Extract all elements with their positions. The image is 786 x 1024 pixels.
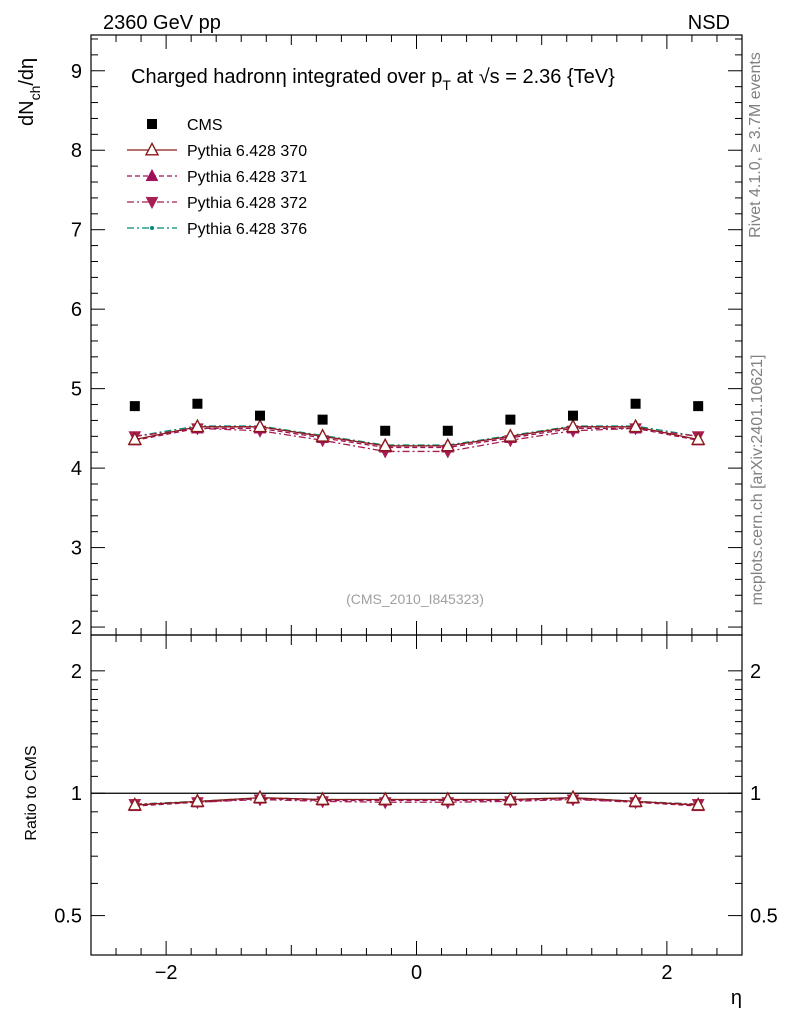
ratio-y-axis-label: Ratio to CMS: [23, 745, 40, 840]
ylabel-part-sub: ch: [27, 86, 43, 101]
ratio-y-tick-label: 1: [71, 783, 82, 805]
x-tick-label: −2: [155, 962, 178, 984]
ratio-y-tick-label: 0.5: [54, 906, 82, 928]
title-part-sqrt: √s: [479, 66, 500, 88]
ratio-data-point: [691, 796, 706, 811]
ratio-y-tick-label-right: 1: [750, 783, 761, 805]
main-data-point: [127, 431, 142, 446]
legend-marker: [147, 119, 157, 129]
ratio-data-point: [252, 789, 268, 804]
legend-entry: Pythia 6.428 376: [127, 221, 307, 238]
legend-marker: [145, 168, 159, 182]
title-part-post: = 2.36 {TeV}: [500, 66, 615, 88]
ratio-y-tick-label-right: 0.5: [750, 906, 778, 928]
main-series-line: [134, 427, 699, 453]
main-data-point: [190, 418, 205, 433]
ratio-y-axis: 0.5 0.5 1 1 2 2: [54, 661, 778, 956]
main-data-point: [628, 418, 643, 433]
cms-data-point: [129, 401, 140, 412]
main-series-line: [134, 427, 699, 449]
ratio-series-group: [91, 789, 742, 812]
header-right-label: NSD: [688, 12, 730, 34]
ratio-y-tick-label: 2: [71, 661, 82, 683]
main-x-axis: [115, 35, 718, 635]
ratio-panel: 0.5 0.5 1 1 2 2 −2 0 2 Ratio to CMS η: [23, 634, 778, 1009]
main-series-group: [127, 398, 706, 459]
ratio-data-point: [440, 791, 455, 806]
analysis-watermark: (CMS_2010_I845323): [346, 591, 484, 607]
main-y-tick-label: 8: [71, 140, 82, 162]
legend-label: Pythia 6.428 370: [187, 143, 307, 160]
ratio-data-point: [378, 791, 393, 806]
title-part-pre: Charged hadron: [131, 66, 276, 88]
legend-label: Pythia 6.428 376: [187, 221, 307, 238]
ratio-data-point: [127, 796, 142, 811]
main-y-axis: 2 3 4 5 6 7 8 9: [71, 38, 742, 639]
ratio-plot-frame: [90, 634, 743, 956]
legend-entry: Pythia 6.428 372: [127, 195, 307, 212]
ratio-data-point: [628, 793, 643, 807]
cms-data-point: [317, 414, 328, 425]
cms-data-point: [630, 398, 641, 409]
title-part-eta: η: [276, 66, 287, 88]
title-part-at: at: [451, 66, 479, 88]
cms-data-point: [380, 425, 391, 436]
x-axis-label: η: [731, 987, 742, 1009]
main-y-axis-label: dNch/dη: [16, 58, 43, 126]
legend-entry: Pythia 6.428 370: [127, 141, 307, 160]
ylabel-part-post: /dη: [16, 58, 38, 86]
main-data-point: [315, 428, 330, 442]
header-left-label: 2360 GeV pp: [103, 12, 221, 34]
ratio-series-line: [134, 798, 699, 805]
ratio-x-axis: −2 0 2: [115, 635, 718, 984]
ratio-data-point: [315, 791, 330, 806]
legend-marker: [145, 196, 159, 210]
legend-marker: [144, 141, 160, 156]
title-part-mid: integrated over p: [287, 66, 443, 88]
main-data-point: [691, 431, 706, 446]
cms-data-point: [192, 398, 203, 409]
ylabel-part-pre: dN: [16, 100, 38, 126]
main-series-line: [134, 425, 699, 446]
chart-title: Charged hadronη integrated over pT at √s…: [131, 66, 615, 93]
legend-label: Pythia 6.428 372: [187, 195, 307, 212]
cms-data-point: [693, 401, 704, 412]
mcplots-label: mcplots.cern.ch [arXiv:2401.10621]: [749, 355, 766, 606]
legend-label: Pythia 6.428 371: [187, 169, 307, 186]
legend-label: CMS: [187, 117, 223, 134]
legend: CMS Pythia 6.428 370 Pythia 6.428 371 Pythi…: [127, 117, 307, 238]
legend-entry: Pythia 6.428 371: [127, 168, 307, 186]
main-data-point: [503, 428, 518, 442]
main-y-tick-label: 9: [71, 61, 82, 83]
ratio-data-point: [503, 791, 518, 806]
main-y-tick-label: 2: [71, 617, 82, 639]
cms-data-point: [255, 410, 266, 421]
main-data-point: [378, 437, 393, 452]
legend-marker: [150, 226, 154, 230]
rivet-version-label: Rivet 4.1.0, ≥ 3.7M events: [747, 52, 764, 238]
x-tick-label: 0: [411, 962, 422, 984]
cms-data-point: [505, 414, 516, 425]
main-y-tick-label: 6: [71, 299, 82, 321]
main-y-tick-label: 4: [71, 458, 82, 480]
title-part-sub: T: [442, 77, 451, 93]
main-panel: 2 3 4 5 6 7 8 9 Charged hadronη integrated over…: [16, 34, 743, 639]
main-data-point: [252, 418, 268, 433]
main-y-tick-label: 7: [71, 220, 82, 242]
main-series-line: [134, 426, 699, 447]
ratio-series-line: [134, 797, 699, 806]
legend-entry: CMS: [147, 117, 223, 134]
cms-data-point: [567, 410, 578, 421]
main-y-tick-label: 5: [71, 379, 82, 401]
main-y-tick-label: 3: [71, 538, 82, 560]
main-data-point: [565, 418, 581, 433]
x-tick-label: 2: [661, 962, 672, 984]
cms-data-point: [442, 425, 453, 436]
ratio-data-point: [565, 789, 581, 804]
ratio-series-line: [134, 797, 699, 807]
main-data-point: [440, 437, 455, 452]
ratio-data-point: [190, 793, 205, 807]
ratio-y-tick-label-right: 2: [750, 661, 761, 683]
